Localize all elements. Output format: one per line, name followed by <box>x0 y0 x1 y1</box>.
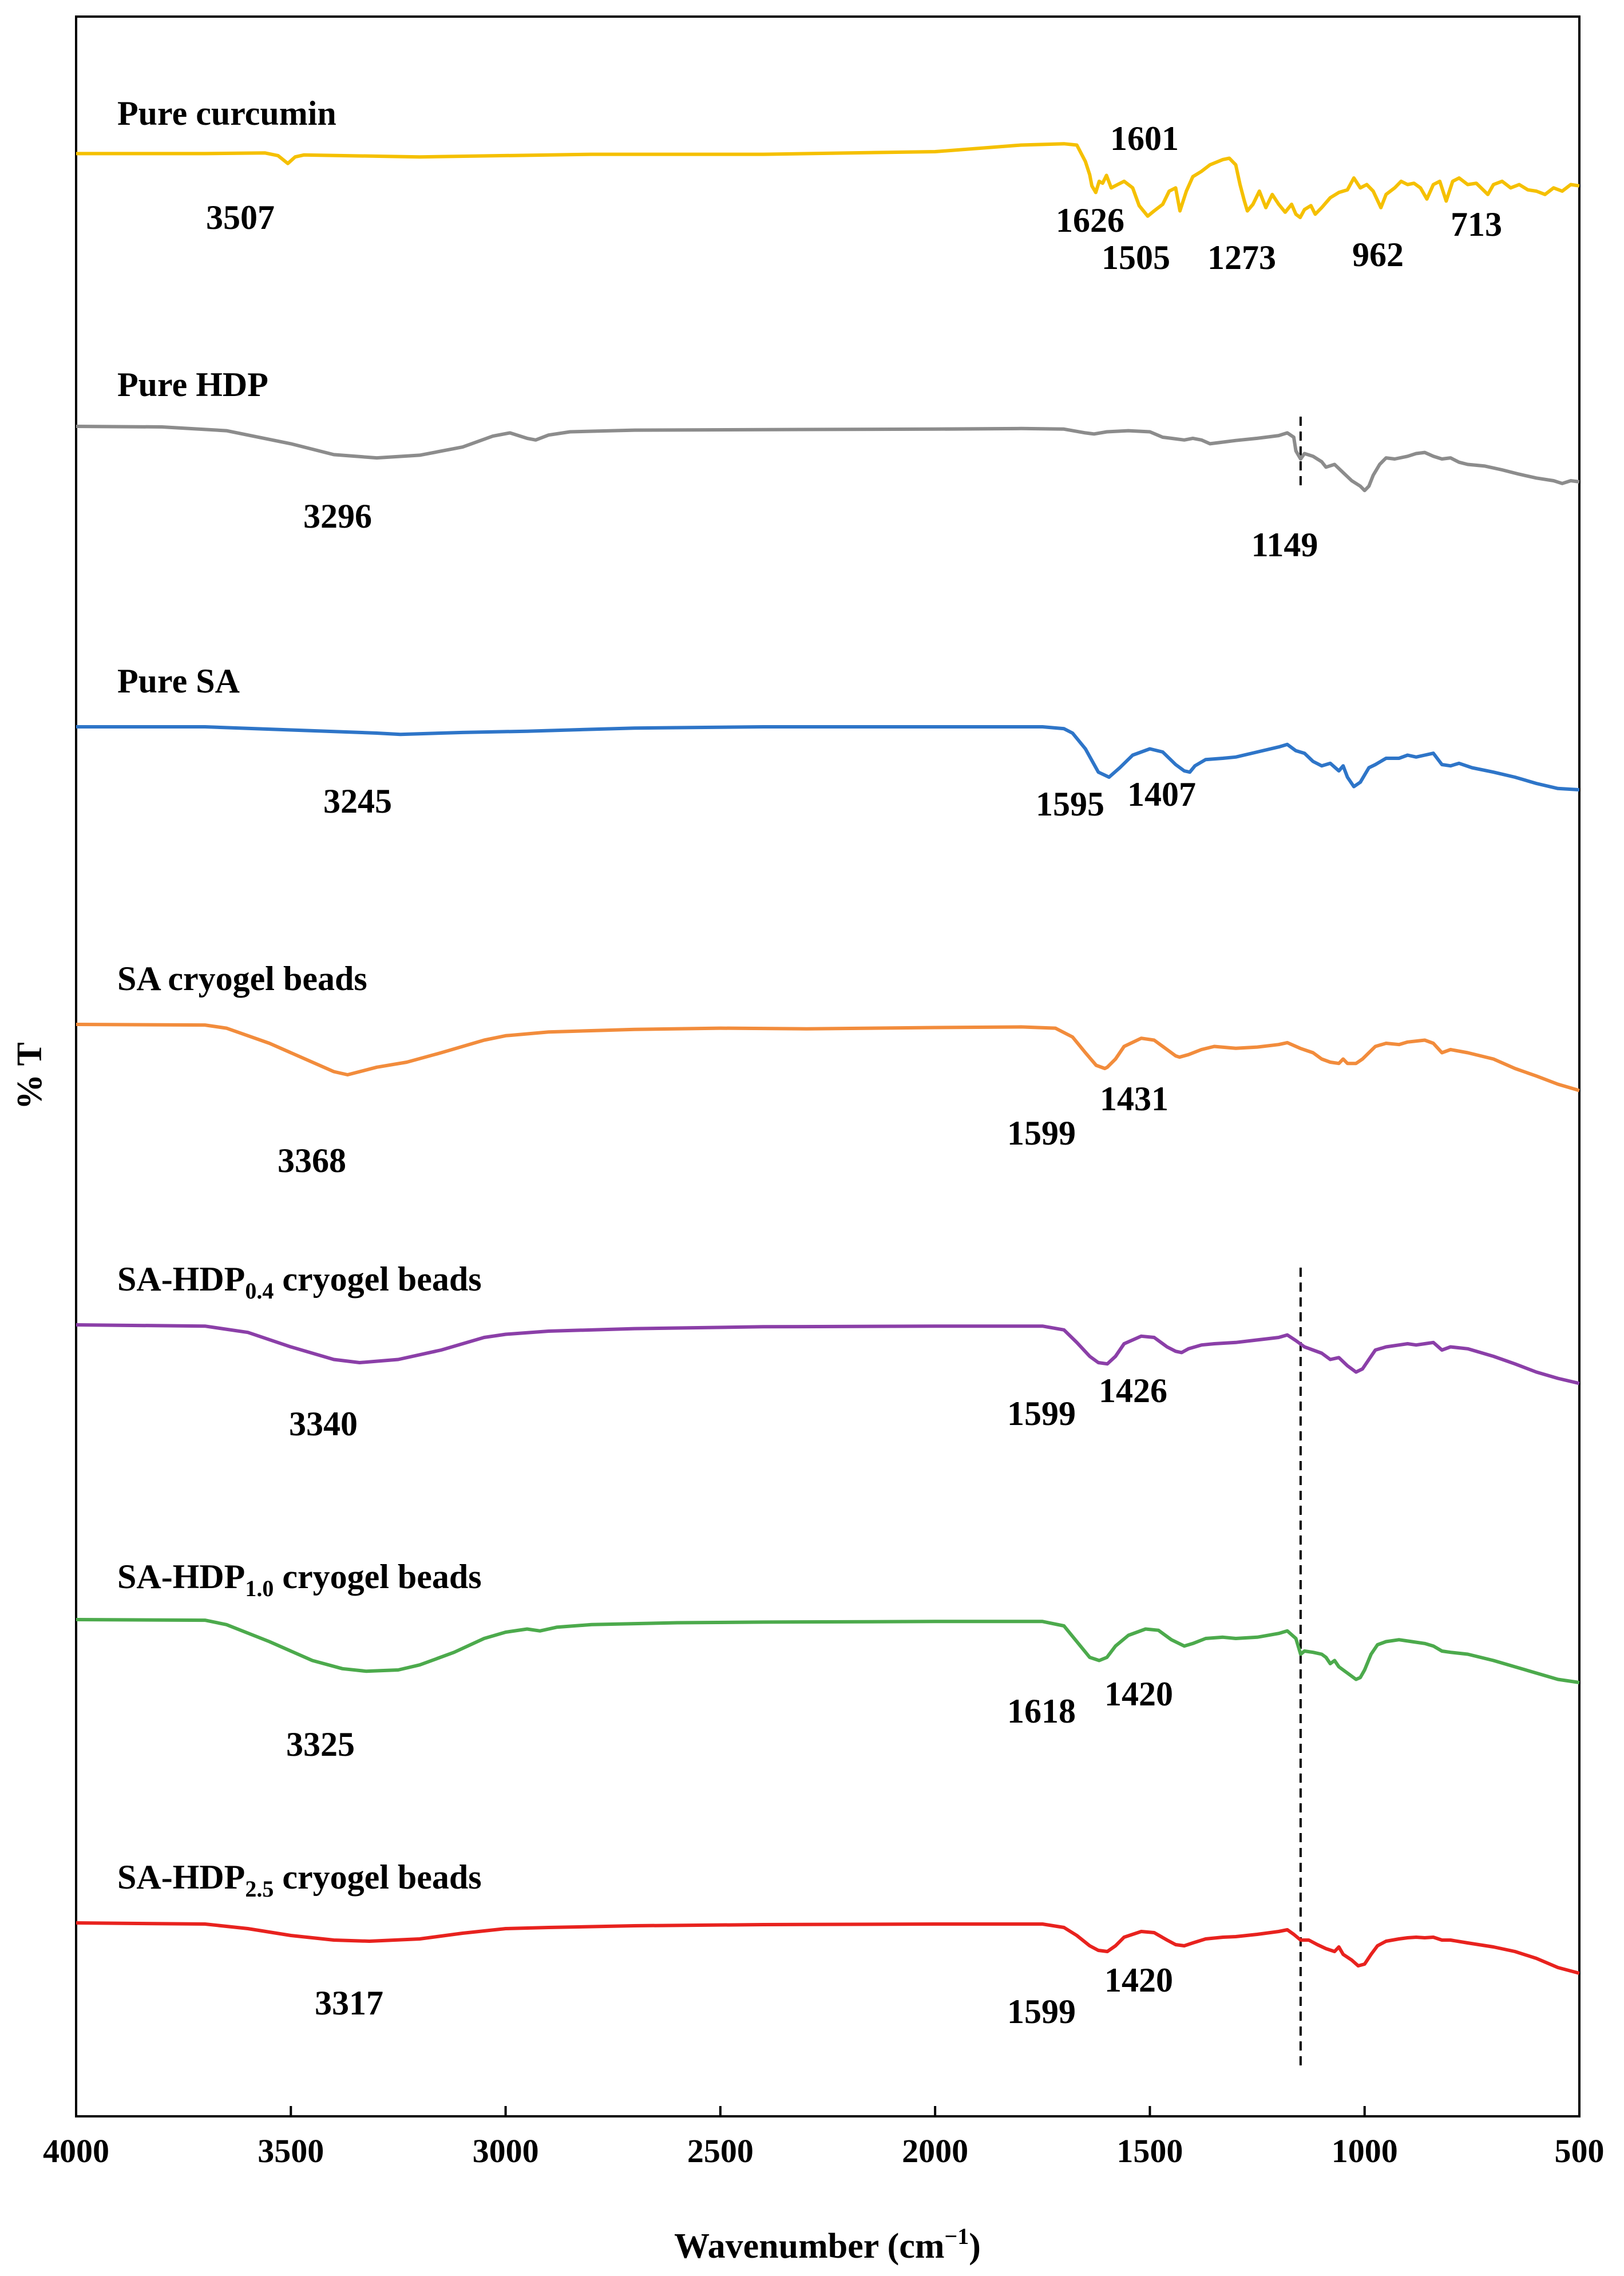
series-label-pure-sa: Pure SA <box>117 662 240 700</box>
x-axis-title-superscript: −1 <box>944 2223 969 2249</box>
series-label-pure-hdp: Pure HDP <box>117 366 268 403</box>
series-line-sa-hdp0-4-cryogel-beads <box>76 1323 1580 1386</box>
x-tick-label: 3500 <box>258 2132 324 2170</box>
peak-label-1431: 1431 <box>1100 1080 1169 1118</box>
peak-label-3368: 3368 <box>278 1142 346 1179</box>
series-line-sa-hdp1-0-cryogel-beads <box>76 1618 1580 1684</box>
y-axis-title: % T <box>10 1042 49 1110</box>
x-tick-label: 4000 <box>43 2132 109 2170</box>
series-label-main: SA-HDP <box>117 1558 245 1596</box>
series-label-sa-hdp1-0-cryogel-beads: SA-HDP1.0 cryogel beads <box>117 1558 482 1601</box>
peak-label-713: 713 <box>1451 205 1502 243</box>
peak-label-1599: 1599 <box>1007 1395 1076 1432</box>
peak-label-1273: 1273 <box>1207 239 1276 276</box>
series-label-sa-cryogel-beads: SA cryogel beads <box>117 960 367 998</box>
peak-label-3507: 3507 <box>206 199 275 236</box>
x-axis-title-text: Wavenumber (cm <box>674 2227 944 2266</box>
peak-label-3296: 3296 <box>303 497 372 535</box>
series-label-main: Pure HDP <box>117 366 268 403</box>
series-label-sa-hdp2-5-cryogel-beads: SA-HDP2.5 cryogel beads <box>117 1858 482 1902</box>
series-label-subscript: 1.0 <box>245 1576 274 1601</box>
peak-label-1599: 1599 <box>1007 1114 1076 1152</box>
series-label-main: Pure SA <box>117 662 240 700</box>
series-line-pure-sa <box>76 725 1580 791</box>
series-label-subscript: 2.5 <box>245 1876 274 1902</box>
peak-label-1626: 1626 <box>1056 201 1124 239</box>
series-line-pure-curcumin <box>76 142 1580 219</box>
x-tick-label: 500 <box>1555 2132 1605 2170</box>
peak-label-1407: 1407 <box>1127 775 1196 813</box>
x-tick-label: 3000 <box>473 2132 539 2170</box>
peak-label-1599: 1599 <box>1007 1993 1076 2030</box>
series-label-sa-hdp0-4-cryogel-beads: SA-HDP0.4 cryogel beads <box>117 1260 482 1304</box>
x-tick-label: 2000 <box>902 2132 968 2170</box>
x-axis-title: Wavenumber (cm−1) <box>674 2223 981 2266</box>
x-tick-label: 1500 <box>1116 2132 1183 2170</box>
peak-label-3317: 3317 <box>315 1984 383 2022</box>
peak-label-1505: 1505 <box>1102 239 1170 276</box>
peak-label-1601: 1601 <box>1110 120 1179 157</box>
series-line-sa-cryogel-beads <box>76 1023 1580 1093</box>
peak-label-1420: 1420 <box>1104 1675 1173 1713</box>
x-axis-title-close: ) <box>969 2227 981 2266</box>
series-label-tail: cryogel beads <box>274 1858 481 1896</box>
peak-label-1149: 1149 <box>1251 526 1318 564</box>
peak-label-3340: 3340 <box>289 1405 358 1443</box>
peak-label-1595: 1595 <box>1036 785 1104 823</box>
peak-label-1618: 1618 <box>1007 1692 1076 1730</box>
x-tick-label: 2500 <box>687 2132 754 2170</box>
x-tick-label: 1000 <box>1332 2132 1398 2170</box>
peak-label-1420: 1420 <box>1104 1961 1173 1999</box>
series-label-main: Pure curcumin <box>117 94 336 132</box>
peak-label-962: 962 <box>1352 236 1404 274</box>
series-label-subscript: 0.4 <box>245 1278 274 1304</box>
series-line-sa-hdp2-5-cryogel-beads <box>76 1921 1580 1975</box>
plot-frame <box>75 15 1581 2117</box>
peak-label-3325: 3325 <box>286 1725 355 1763</box>
peak-label-3245: 3245 <box>323 782 392 820</box>
series-label-tail: cryogel beads <box>274 1260 481 1298</box>
series-label-main: SA-HDP <box>117 1260 245 1298</box>
peak-label-1426: 1426 <box>1099 1372 1167 1410</box>
series-label-pure-curcumin: Pure curcumin <box>117 94 336 132</box>
series-label-main: SA cryogel beads <box>117 960 367 998</box>
series-line-pure-hdp <box>76 425 1580 493</box>
series-label-main: SA-HDP <box>117 1858 245 1896</box>
series-label-tail: cryogel beads <box>274 1558 481 1596</box>
